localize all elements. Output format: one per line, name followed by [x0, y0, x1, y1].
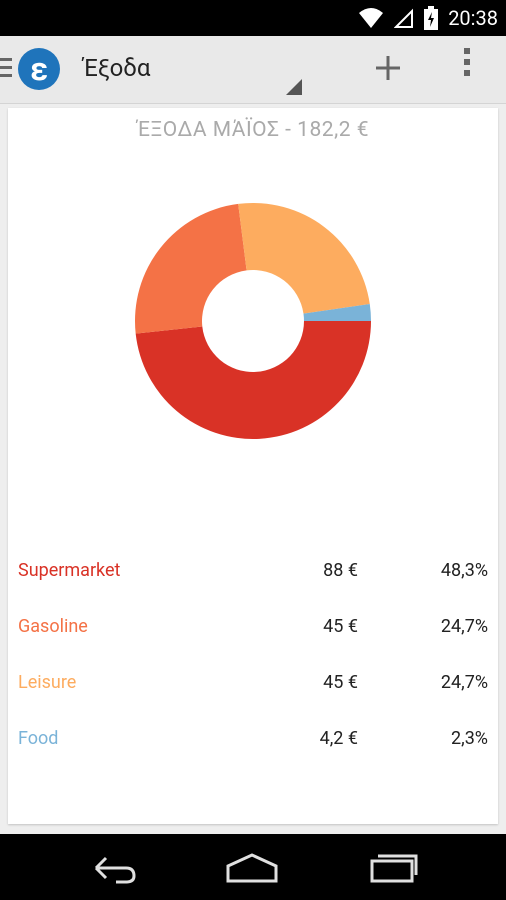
add-expense-button[interactable] [366, 46, 410, 90]
battery-charging-icon [424, 6, 439, 30]
expenses-card: ΈΞΟΔΑ ΜΆΪΟΣ - 182,2 € Supermarket 88 € 48,… [8, 108, 498, 824]
home-icon [226, 853, 278, 883]
legend-percent: 2,3% [451, 728, 488, 749]
legend-row-supermarket[interactable]: Supermarket 88 € 48,3% [18, 560, 488, 588]
legend-label: Leisure [18, 672, 77, 693]
donut-chart [135, 203, 371, 440]
status-time: 20:38 [448, 6, 498, 30]
legend-row-leisure[interactable]: Leisure 45 € 24,7% [18, 672, 488, 700]
back-button[interactable] [82, 848, 142, 888]
chart-title: ΈΞΟΔΑ ΜΆΪΟΣ - 182,2 € [136, 118, 370, 142]
back-icon [94, 856, 136, 884]
navigation-bar [0, 834, 506, 900]
status-icons: 20:38 [358, 0, 498, 36]
overflow-menu-icon[interactable] [455, 48, 479, 92]
legend-row-gasoline[interactable]: Gasoline 45 € 24,7% [18, 616, 488, 644]
legend-amount: 45 € [323, 672, 358, 693]
legend-label: Supermarket [18, 560, 121, 581]
legend-percent: 24,7% [440, 672, 488, 693]
legend-amount: 45 € [323, 616, 358, 637]
spinner-indicator-icon [286, 79, 302, 95]
legend-percent: 48,3% [440, 560, 488, 581]
status-bar: 20:38 [0, 0, 506, 36]
donut-slice-gasoline[interactable] [135, 203, 247, 334]
legend-amount: 4,2 € [319, 728, 358, 749]
page-title-spinner[interactable]: Έξοδα [83, 54, 151, 82]
home-button[interactable] [222, 848, 282, 888]
action-bar: ε Έξοδα [0, 36, 506, 104]
donut-slice-leisure[interactable] [238, 203, 370, 314]
legend-percent: 24,7% [440, 616, 488, 637]
no-signal-icon [394, 8, 414, 28]
legend-label: Food [18, 728, 59, 749]
donut-slice-food[interactable] [303, 303, 371, 321]
recent-apps-icon [370, 854, 418, 883]
recent-apps-button[interactable] [362, 848, 422, 888]
legend-row-food[interactable]: Food 4,2 € 2,3% [18, 728, 488, 756]
donut-slice-supermarket[interactable] [135, 321, 371, 440]
wifi-icon [359, 8, 384, 28]
legend-amount: 88 € [323, 560, 358, 581]
app-logo[interactable]: ε [18, 48, 60, 90]
plus-icon [376, 56, 400, 80]
drawer-menu-icon[interactable] [0, 58, 14, 82]
legend-label: Gasoline [18, 616, 88, 637]
